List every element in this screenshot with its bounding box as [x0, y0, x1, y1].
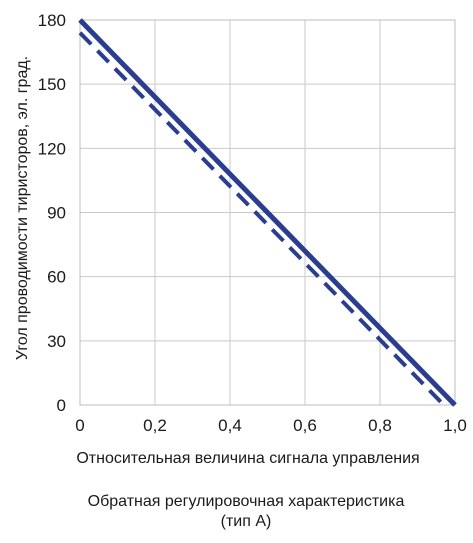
y-tick-label: 180: [38, 11, 66, 30]
x-axis-title: Относительная величина сигнала управлени…: [76, 450, 419, 467]
x-tick-label: 0,4: [218, 416, 242, 435]
chart-caption-line2: (тип А): [221, 513, 272, 530]
chart-caption-line1: Обратная регулировочная характеристика: [88, 493, 405, 510]
x-tick-label: 0: [75, 416, 84, 435]
x-tick-label: 0,2: [143, 416, 167, 435]
y-tick-label: 0: [57, 396, 66, 415]
y-tick-label: 60: [47, 268, 66, 287]
series-line-dashed: [78, 31, 446, 407]
y-tick-label: 150: [38, 75, 66, 94]
series-layer: [78, 18, 457, 407]
tick-labels: 0 0,2 0,4 0,6 0,8 1,0 0 30 60 90 120 150 180: [38, 11, 467, 435]
x-tick-label: 1,0: [443, 416, 467, 435]
x-tick-label: 0,8: [368, 416, 392, 435]
series-line-solid: [78, 18, 457, 407]
y-tick-label: 30: [47, 332, 66, 351]
y-tick-label: 120: [38, 139, 66, 158]
x-tick-label: 0,6: [293, 416, 317, 435]
plot-frame: [79, 19, 456, 406]
y-tick-label: 90: [47, 204, 66, 223]
y-axis-title: Угол проводимости тиристоров, эл. град.: [14, 56, 31, 360]
